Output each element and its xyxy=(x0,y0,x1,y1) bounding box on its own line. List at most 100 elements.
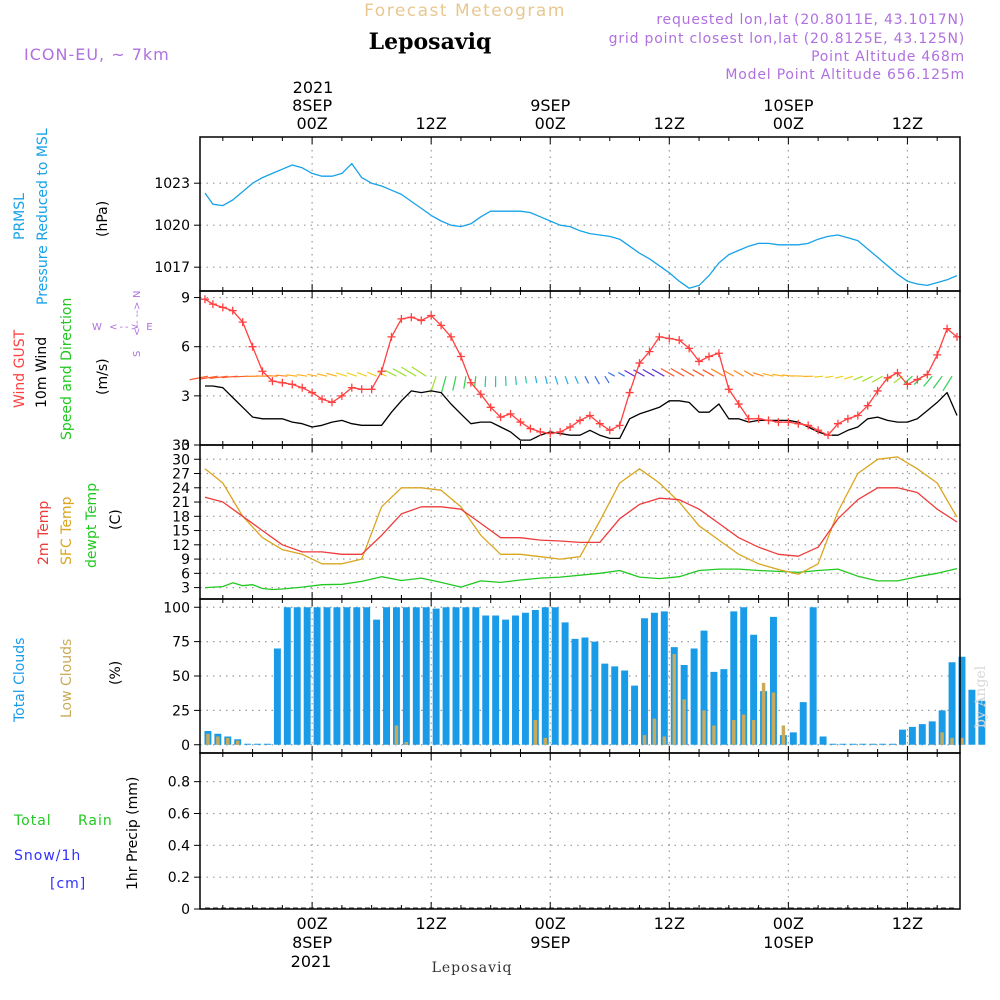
compass-we: W <--> E xyxy=(92,322,155,333)
low-clouds-label: Low Clouds xyxy=(59,639,75,718)
wind-direction-arrow xyxy=(463,376,467,389)
wind-gust-point xyxy=(943,324,952,333)
total-cloud-bar xyxy=(492,615,500,745)
low-cloud-bar xyxy=(940,732,944,745)
total-cloud-bar xyxy=(561,622,569,745)
wind-gust-point xyxy=(456,352,465,361)
wind-direction-arrow xyxy=(824,375,834,379)
y-tick-label: 6 xyxy=(181,566,190,582)
wind-direction-arrow xyxy=(209,375,228,380)
grid-lines xyxy=(200,137,960,909)
wind-gust-point xyxy=(794,419,803,428)
total-cloud-bar xyxy=(591,641,599,745)
bottom-date-label: 10SEP xyxy=(763,933,814,952)
precip-axis-label: 1hr Precip (mm) xyxy=(125,777,141,890)
y-tick-labels: 1017102010230369369121518212427303302550… xyxy=(154,176,190,918)
total-cloud-bar xyxy=(958,656,966,745)
wind-direction-arrow xyxy=(624,369,635,377)
total-cloud-bar xyxy=(303,607,311,745)
total-cloud-bar xyxy=(829,743,837,745)
snow-label: Snow/1h xyxy=(14,848,81,864)
wind-direction-arrow xyxy=(692,369,705,377)
wind-gust-point xyxy=(526,424,535,433)
wind-gust-point xyxy=(605,426,614,435)
chart-title: Forecast Meteogram xyxy=(364,1,566,21)
wind-gust-point xyxy=(298,383,307,392)
total-cloud-bar xyxy=(621,670,629,745)
bottom-hour-label: 12Z xyxy=(416,914,447,933)
top-hour-label: 12Z xyxy=(416,114,447,133)
total-cloud-bar xyxy=(968,689,976,745)
total-cloud-bar xyxy=(273,648,281,745)
wind-gust-point xyxy=(407,313,416,322)
wind-direction-arrow xyxy=(723,369,735,377)
total-cloud-bar xyxy=(402,607,410,745)
bottom-date-label: 8SEP xyxy=(292,933,332,952)
top-hour-label: 12Z xyxy=(654,114,685,133)
wind-direction-arrow xyxy=(670,367,685,377)
wind-direction-arrow xyxy=(862,375,873,382)
panel-frame-pressure xyxy=(199,136,961,292)
wind-direction-arrow xyxy=(356,371,367,377)
wind-gust-label: Wind GUST xyxy=(12,329,28,408)
low-cloud-bar xyxy=(960,737,964,745)
panel-frames xyxy=(194,136,961,910)
wind-gust-point xyxy=(506,409,515,418)
total-cloud-bar xyxy=(482,615,490,745)
wind-gust-point xyxy=(883,373,892,382)
wind-gust-point xyxy=(278,378,287,387)
top-date-label: 10SEP xyxy=(763,96,814,115)
wind-direction-arrow xyxy=(400,366,417,377)
total-cloud-bar xyxy=(859,743,867,745)
low-cloud-bar xyxy=(394,725,399,745)
compass-n: N xyxy=(132,291,143,298)
y-tick-label: 1023 xyxy=(154,176,190,192)
y-tick-label: 0.6 xyxy=(168,806,190,822)
wind-gust-point xyxy=(645,347,654,356)
wind-gust-point xyxy=(200,295,209,304)
wind-direction-arrow xyxy=(604,375,610,384)
y-tick-label: 18 xyxy=(172,509,190,525)
low-cloud-bar xyxy=(216,736,220,745)
y-tick-label: 21 xyxy=(172,495,190,511)
low-cloud-bar xyxy=(761,682,766,745)
wind-direction-arrow xyxy=(484,376,487,388)
total-cloud-bar xyxy=(978,700,986,745)
total-cloud-bar xyxy=(750,634,758,745)
low-cloud-bar xyxy=(732,720,736,745)
wind-direction-arrow xyxy=(871,375,883,383)
wind-direction-arrow xyxy=(633,369,645,377)
wind-gust-point xyxy=(288,380,297,389)
wind-gust-point xyxy=(208,300,217,309)
total-cloud-bar xyxy=(908,726,916,745)
wind-gust-point xyxy=(357,385,366,394)
total-rain-label-2: Rain xyxy=(78,813,113,829)
low-cloud-bar xyxy=(741,714,746,745)
wind-direction-arrow xyxy=(296,373,308,377)
t2m-line xyxy=(204,487,958,557)
wind-direction-arrow xyxy=(814,375,824,378)
wind-gust-point xyxy=(258,367,267,376)
total-cloud-bar xyxy=(502,619,510,745)
dewpoint-line xyxy=(204,567,958,591)
total-cloud-bar xyxy=(730,611,738,745)
total-cloud-bar xyxy=(849,743,857,745)
total-cloud-bar xyxy=(799,702,807,745)
low-cloud-bar xyxy=(533,720,538,745)
total-cloud-bar xyxy=(839,743,847,745)
total-cloud-bar xyxy=(770,616,777,745)
y-tick-label: 15 xyxy=(172,524,190,540)
total-cloud-bar xyxy=(313,607,321,745)
wind-gust-point xyxy=(566,422,575,431)
wind-direction-arrow xyxy=(733,369,745,377)
top-date-label: 9SEP xyxy=(530,96,570,115)
wind-direction-arrow xyxy=(233,375,248,378)
wind-gust-point xyxy=(576,416,584,425)
data-marks xyxy=(189,162,986,909)
total-cloud-bar xyxy=(611,666,619,745)
pressure-unit: (hPa) xyxy=(95,201,111,237)
wind-direction-arrow xyxy=(923,375,933,387)
wind-direction-arrow xyxy=(452,376,457,391)
wind-10m-line xyxy=(205,385,958,441)
